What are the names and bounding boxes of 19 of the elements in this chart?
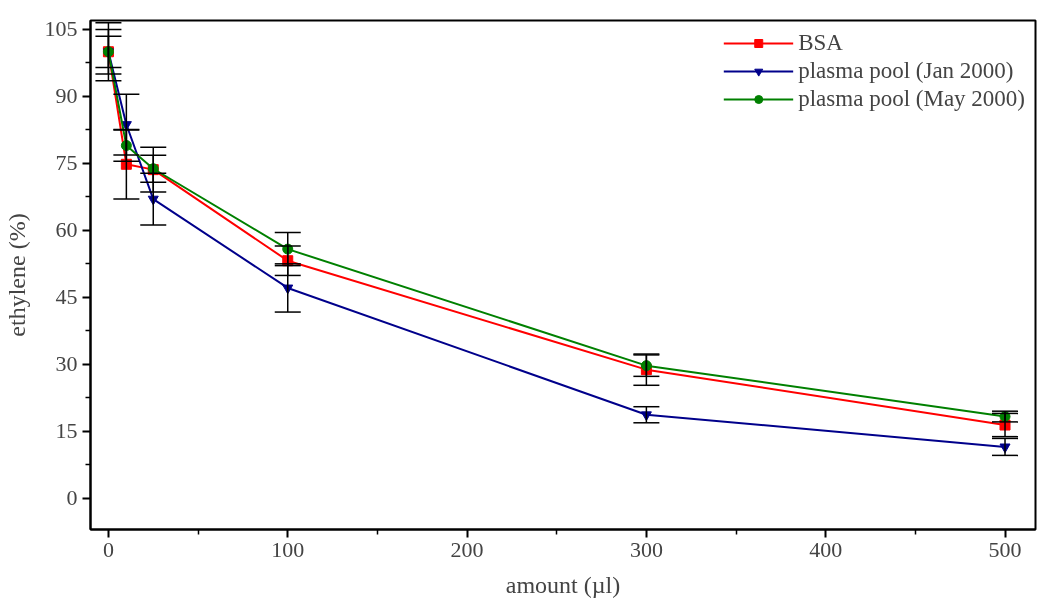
legend-label: plasma pool (Jan 2000) bbox=[798, 58, 1014, 84]
y-tick-label: 75 bbox=[55, 150, 78, 176]
x-tick-label: 100 bbox=[271, 536, 305, 562]
y-axis-title: ethylene (%) bbox=[3, 213, 30, 337]
x-tick-label: 0 bbox=[102, 536, 114, 562]
y-tick-label: 45 bbox=[55, 284, 78, 310]
x-tick-label: 500 bbox=[988, 536, 1022, 562]
legend-label: plasma pool (May 2000) bbox=[798, 86, 1025, 112]
x-tick-label: 200 bbox=[450, 536, 484, 562]
x-tick-label: 300 bbox=[629, 536, 663, 562]
y-tick-label: 105 bbox=[44, 16, 78, 42]
y-tick-label: 0 bbox=[66, 485, 78, 511]
y-tick-label: 15 bbox=[55, 418, 78, 444]
x-tick-label: 400 bbox=[809, 536, 843, 562]
y-tick-label: 30 bbox=[55, 351, 78, 377]
legend-label: BSA bbox=[798, 30, 843, 56]
x-axis-title: amount (µl) bbox=[505, 571, 621, 598]
y-tick-label: 60 bbox=[55, 217, 78, 243]
y-tick-label: 90 bbox=[55, 83, 78, 109]
